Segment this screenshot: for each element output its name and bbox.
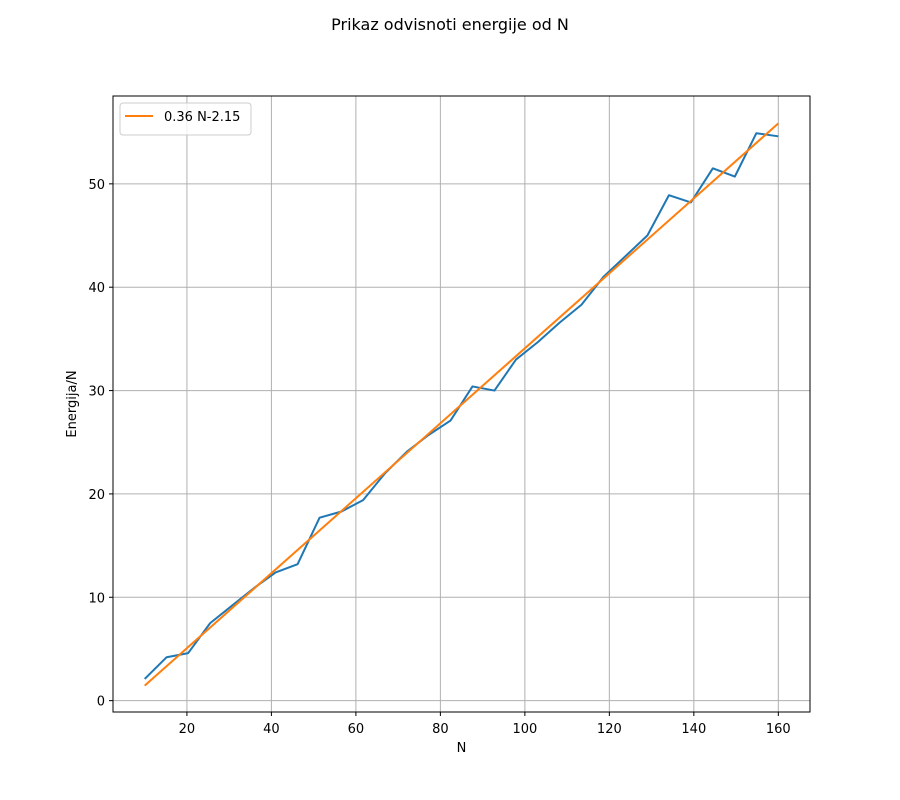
x-tick-label: 140 bbox=[681, 722, 706, 737]
series-lines bbox=[143, 122, 779, 687]
y-tick-label: 20 bbox=[88, 488, 105, 503]
y-tick-label: 50 bbox=[88, 178, 105, 193]
x-tick-label: 80 bbox=[432, 722, 449, 737]
y-tick-label: 40 bbox=[88, 281, 105, 296]
x-tick-label: 40 bbox=[263, 722, 280, 737]
y-axis-label: Energija/N bbox=[65, 370, 80, 437]
legend-label: 0.36 N-2.15 bbox=[164, 110, 240, 125]
x-tick-label: 160 bbox=[766, 722, 791, 737]
series-line-1 bbox=[144, 122, 779, 687]
y-tick-label: 10 bbox=[88, 591, 105, 606]
plot-area bbox=[112, 95, 811, 713]
chart-title: Prikaz odvisnoti energije od N bbox=[331, 15, 569, 34]
x-tick-label: 60 bbox=[348, 722, 365, 737]
x-tick-label: 100 bbox=[512, 722, 537, 737]
legend-box bbox=[119, 102, 252, 136]
grid-lines bbox=[113, 96, 810, 712]
x-tick-label: 120 bbox=[597, 722, 622, 737]
x-tick-label: 20 bbox=[179, 722, 196, 737]
axis-ticks: 20 40 60 80 100 120 140 160 0 10 20 30 40 50 bbox=[88, 178, 790, 737]
y-tick-label: 0 bbox=[97, 695, 105, 710]
x-axis-label: N bbox=[457, 741, 467, 756]
legend: 0.36 N-2.15 bbox=[119, 102, 252, 136]
y-tick-label: 30 bbox=[88, 385, 105, 400]
